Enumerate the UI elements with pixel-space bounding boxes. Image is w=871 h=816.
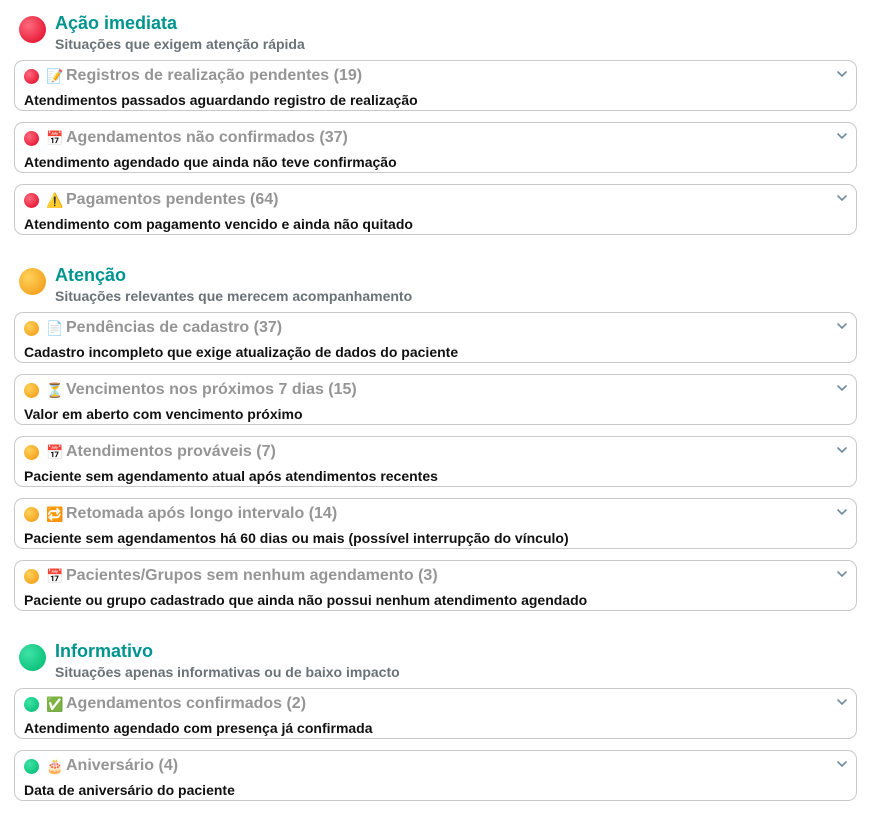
alert-title: Pacientes/Grupos sem nenhum agendamento …	[66, 567, 438, 584]
section-subtitle: Situações relevantes que merecem acompan…	[55, 288, 413, 304]
section-green: Informativo Situações apenas informativa…	[0, 640, 871, 801]
alert-description: Atendimento agendado com presença já con…	[24, 720, 373, 736]
section-red: Ação imediata Situações que exigem atenç…	[0, 12, 871, 235]
section-yellow: Atenção Situações relevantes que merecem…	[0, 264, 871, 611]
alert-description: Paciente sem agendamento atual após aten…	[24, 468, 438, 484]
alert-title: Registros de realização pendentes (19)	[66, 67, 363, 84]
hourglass-icon: ⏳	[46, 382, 64, 398]
chevron-down-icon[interactable]	[836, 697, 848, 707]
yellow-circle-icon	[24, 320, 39, 336]
yellow-circle-icon	[24, 444, 39, 460]
alert-title: Atendimentos prováveis (7)	[66, 443, 276, 460]
chevron-down-icon[interactable]	[836, 193, 848, 203]
repeat-icon: 🔁	[46, 506, 64, 522]
section-title: Atenção	[55, 265, 127, 285]
alert-title: Aniversário (4)	[66, 757, 179, 774]
alert-card[interactable]: ⏳ Vencimentos nos próximos 7 dias (15) V…	[14, 374, 857, 425]
alert-description: Cadastro incompleto que exige atualizaçã…	[24, 344, 459, 360]
document-icon: 📄	[46, 320, 64, 336]
yellow-circle-icon	[24, 506, 39, 522]
calendar-icon: 📅	[46, 444, 64, 460]
check-box-icon: ✅	[46, 696, 64, 712]
chevron-down-icon[interactable]	[836, 507, 848, 517]
alert-description: Paciente ou grupo cadastrado que ainda n…	[24, 592, 588, 608]
alert-description: Data de aniversário do paciente	[24, 782, 235, 798]
red-circle-icon	[24, 130, 39, 146]
section-header: Atenção Situações relevantes que merecem…	[0, 264, 871, 312]
alert-card[interactable]: 📅 Atendimentos prováveis (7) Paciente se…	[14, 436, 857, 487]
section-header: Informativo Situações apenas informativa…	[0, 640, 871, 688]
chevron-down-icon[interactable]	[836, 759, 848, 769]
chevron-down-icon[interactable]	[836, 383, 848, 393]
chevron-down-icon[interactable]	[836, 321, 848, 331]
section-title: Ação imediata	[55, 13, 178, 33]
alert-title: Pendências de cadastro (37)	[66, 319, 283, 336]
green-circle-icon	[24, 696, 39, 712]
section-title: Informativo	[55, 641, 154, 661]
alert-card[interactable]: ✅ Agendamentos confirmados (2) Atendimen…	[14, 688, 857, 739]
alert-title: Agendamentos não confirmados (37)	[66, 129, 348, 146]
yellow-circle-icon	[19, 268, 46, 295]
green-circle-icon	[19, 644, 46, 671]
yellow-circle-icon	[24, 568, 39, 584]
red-circle-icon	[24, 192, 39, 208]
alert-title: Retomada após longo intervalo (14)	[66, 505, 338, 522]
alert-card[interactable]: ⚠️ Pagamentos pendentes (64) Atendimento…	[14, 184, 857, 235]
birthday-cake-icon: 🎂	[46, 758, 64, 774]
red-circle-icon	[24, 68, 39, 84]
section-header: Ação imediata Situações que exigem atenç…	[0, 12, 871, 60]
memo-icon: 📝	[46, 68, 64, 84]
green-circle-icon	[24, 758, 39, 774]
alert-title: Agendamentos confirmados (2)	[66, 695, 307, 712]
calendar-icon: 📅	[46, 130, 64, 146]
red-circle-icon	[19, 16, 46, 43]
alert-card[interactable]: 🎂 Aniversário (4) Data de aniversário do…	[14, 750, 857, 801]
yellow-circle-icon	[24, 382, 39, 398]
warning-icon: ⚠️	[46, 192, 64, 208]
section-subtitle: Situações apenas informativas ou de baix…	[55, 664, 400, 680]
alert-card[interactable]: 📅 Pacientes/Grupos sem nenhum agendament…	[14, 560, 857, 611]
chevron-down-icon[interactable]	[836, 131, 848, 141]
alert-description: Atendimento agendado que ainda não teve …	[24, 154, 397, 170]
section-subtitle: Situações que exigem atenção rápida	[55, 36, 305, 52]
chevron-down-icon[interactable]	[836, 569, 848, 579]
alert-card[interactable]: 📄 Pendências de cadastro (37) Cadastro i…	[14, 312, 857, 363]
alert-card[interactable]: 📝 Registros de realização pendentes (19)…	[14, 60, 857, 111]
alert-title: Pagamentos pendentes (64)	[66, 191, 279, 208]
chevron-down-icon[interactable]	[836, 69, 848, 79]
alert-description: Paciente sem agendamentos há 60 dias ou …	[24, 530, 569, 546]
alert-description: Atendimentos passados aguardando registr…	[24, 92, 418, 108]
alert-description: Atendimento com pagamento vencido e aind…	[24, 216, 413, 232]
calendar-icon: 📅	[46, 568, 64, 584]
alert-card[interactable]: 🔁 Retomada após longo intervalo (14) Pac…	[14, 498, 857, 549]
alert-description: Valor em aberto com vencimento próximo	[24, 406, 303, 422]
chevron-down-icon[interactable]	[836, 445, 848, 455]
alert-card[interactable]: 📅 Agendamentos não confirmados (37) Aten…	[14, 122, 857, 173]
alert-title: Vencimentos nos próximos 7 dias (15)	[66, 381, 357, 398]
